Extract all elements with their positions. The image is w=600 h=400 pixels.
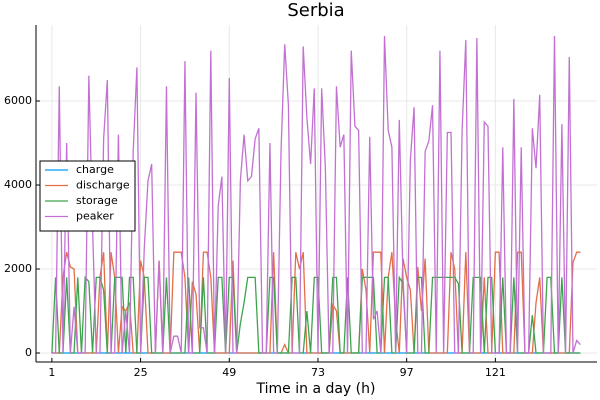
x-tick-label: 73 [311, 366, 325, 379]
y-tick-label: 6000 [4, 94, 32, 107]
legend-label: peaker [76, 210, 114, 223]
x-tick-label: 49 [222, 366, 236, 379]
y-tick-label: 4000 [4, 178, 32, 191]
x-tick-label: 97 [400, 366, 414, 379]
x-tick-label: 121 [485, 366, 506, 379]
chart-title: Serbia [287, 0, 344, 21]
legend-label: storage [76, 194, 118, 207]
series-line [51, 35, 581, 354]
x-tick-label: 1 [48, 366, 55, 379]
x-axis-label: Time in a day (h) [256, 381, 376, 397]
legend-box [39, 160, 136, 232]
legend-label: charge [76, 163, 114, 176]
y-tick-label: 2000 [4, 262, 32, 275]
x-tick-label: 25 [134, 366, 148, 379]
y-tick-label: 0 [25, 346, 32, 359]
legend-label: discharge [76, 179, 130, 192]
